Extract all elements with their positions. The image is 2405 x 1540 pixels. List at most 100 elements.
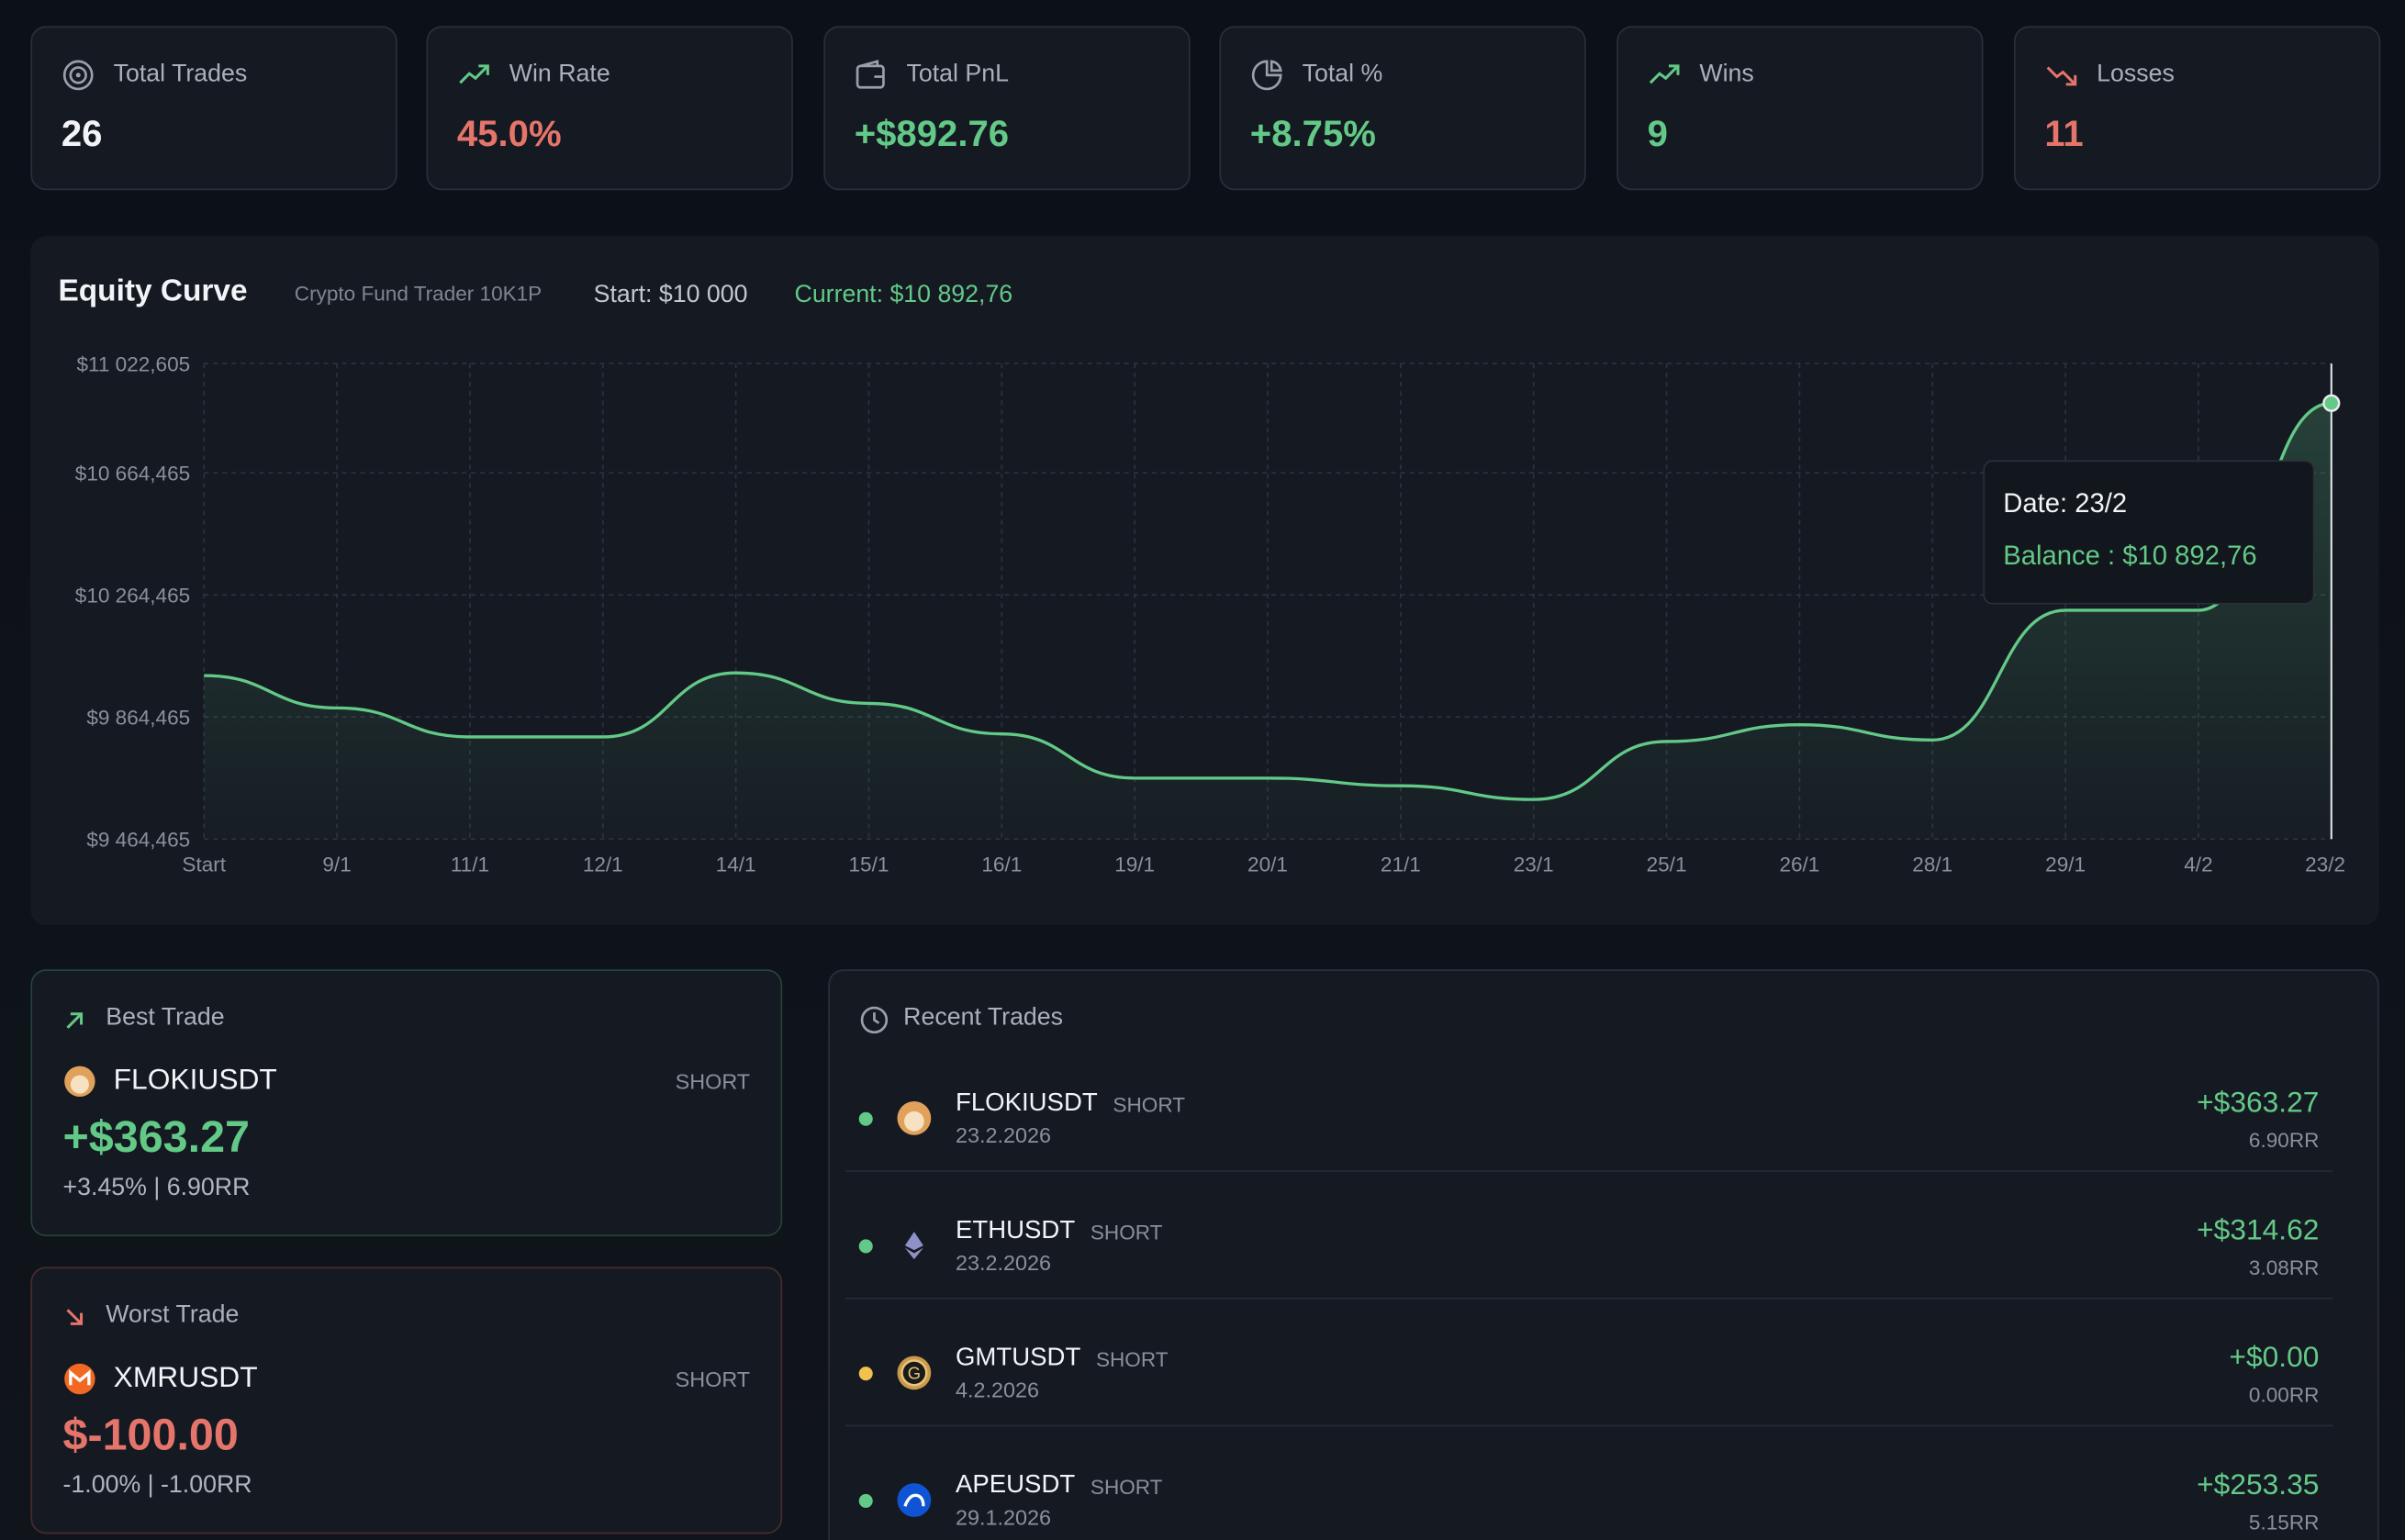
x-tick-label: 15/1: [849, 853, 889, 876]
stat-label: Total %: [1302, 61, 1383, 88]
status-dot: [858, 1493, 873, 1508]
x-tick-label: 20/1: [1247, 853, 1288, 876]
tooltip-date: Date: 23/2: [2003, 487, 2128, 519]
rr: 0.00RR: [2248, 1383, 2320, 1407]
equity-area: [204, 403, 2332, 840]
chart-title: Equity Curve: [58, 274, 247, 308]
rr: 5.15RR: [2248, 1511, 2320, 1534]
heading: Worst Trade: [106, 1301, 240, 1329]
stat-icon: [1251, 60, 1282, 91]
down-icon: [66, 1309, 84, 1325]
date: 23.2.2026: [955, 1122, 1052, 1148]
row-separator: [845, 1424, 2333, 1427]
date: 29.1.2026: [955, 1504, 1052, 1530]
stat-card: Total Trades 26: [30, 26, 397, 191]
start-label: Start: $10 000: [594, 280, 748, 307]
y-tick-label: $9 864,465: [86, 707, 190, 730]
x-tick-label: 16/1: [981, 853, 1022, 876]
symbol: FLOKIUSDT: [113, 1064, 277, 1097]
row-separator: [845, 1170, 2333, 1172]
x-tick-label: 29/1: [2045, 853, 2086, 876]
equity-line: [204, 401, 2332, 801]
active-point: [2322, 394, 2341, 412]
stat-label: Losses: [2097, 61, 2175, 88]
y-tick-label: $9 464,465: [86, 829, 190, 852]
y-tick-label: $11 022,605: [76, 352, 190, 375]
detail: -1.00% | -1.00RR: [62, 1472, 252, 1499]
symbol: ETHUSDT: [955, 1216, 1076, 1244]
stat-value: 26: [61, 113, 103, 155]
pnl: +$0.00: [2229, 1342, 2320, 1375]
side: SHORT: [1095, 1348, 1169, 1372]
stat-icon: [856, 60, 885, 89]
pnl: +$363.27: [2197, 1087, 2320, 1121]
status-dot: [858, 1367, 873, 1381]
status-dot: [858, 1111, 873, 1126]
x-tick-label: 11/1: [451, 853, 489, 876]
stat-label: Total PnL: [906, 61, 1009, 88]
equity-chart: Equity Curve Crypto Fund Trader 10K1P St…: [58, 274, 2345, 876]
x-tick-label: 25/1: [1647, 853, 1687, 876]
current-label: Current: $10 892,76: [795, 280, 1013, 307]
x-tick-label: 23/1: [1514, 853, 1554, 876]
stat-value: 11: [2044, 113, 2084, 155]
rr: 3.08RR: [2248, 1255, 2320, 1279]
y-tick-label: $10 664,465: [75, 463, 190, 485]
clock-icon: [860, 1006, 889, 1034]
x-tick-label: 14/1: [716, 853, 756, 876]
side: SHORT: [675, 1367, 751, 1391]
stat-card: Losses 11: [2013, 26, 2381, 191]
coin-icon: G: [897, 1356, 932, 1390]
symbol: XMRUSDT: [113, 1362, 258, 1395]
tooltip: Date: 23/2 Balance : $10 892,76: [1983, 460, 2315, 605]
chart-subtitle: Crypto Fund Trader 10K1P: [295, 283, 542, 306]
detail: +3.45% | 6.90RR: [62, 1175, 251, 1201]
x-tick-label: 26/1: [1779, 853, 1819, 876]
x-tick-label: 23/2: [2305, 853, 2345, 876]
stat-label: Total Trades: [113, 61, 248, 88]
side: SHORT: [1113, 1093, 1185, 1117]
stat-value: +$892.76: [854, 113, 1010, 155]
row-separator: [845, 1297, 2333, 1300]
stat-value: +8.75%: [1249, 113, 1376, 155]
x-tick-label: 21/1: [1381, 853, 1421, 876]
date: 23.2.2026: [955, 1250, 1052, 1275]
stat-icon: [459, 64, 489, 84]
stat-card: Total % +8.75%: [1219, 26, 1586, 191]
rr: 6.90RR: [2248, 1129, 2320, 1153]
symbol: APEUSDT: [955, 1470, 1076, 1499]
stat-icon: [1649, 64, 1680, 84]
x-tick-label: Start: [182, 853, 226, 876]
up-icon: [66, 1012, 84, 1029]
coin-icon: [897, 1483, 932, 1517]
stat-icon: [2046, 66, 2077, 86]
coin-icon: [64, 1066, 95, 1097]
pnl: +$363.27: [62, 1113, 250, 1163]
side: SHORT: [675, 1068, 751, 1094]
pnl: +$253.35: [2197, 1469, 2320, 1502]
heading: Best Trade: [106, 1004, 225, 1032]
y-tick-label: $10 264,465: [75, 585, 190, 608]
x-tick-label: 12/1: [583, 853, 623, 876]
pnl: +$314.62: [2197, 1214, 2320, 1247]
stat-label: Wins: [1699, 61, 1754, 88]
stat-value: 45.0%: [456, 113, 562, 155]
x-tick-label: 4/2: [2184, 853, 2212, 876]
stat-card: Total PnL +$892.76: [823, 26, 1191, 191]
stat-label: Win Rate: [509, 61, 610, 88]
status-dot: [858, 1239, 873, 1254]
stat-value: 9: [1647, 113, 1668, 155]
stat-icon: [62, 60, 94, 91]
symbol: GMTUSDT: [955, 1344, 1081, 1372]
x-tick-label: 9/1: [322, 853, 351, 876]
svg-text:G: G: [908, 1364, 921, 1383]
coin-icon: [897, 1101, 932, 1135]
stat-card: Win Rate 45.0%: [426, 26, 793, 191]
x-tick-label: 28/1: [1912, 853, 1952, 876]
heading: Recent Trades: [903, 1004, 1064, 1032]
worst-trade-card: Worst Trade XMRUSDT SHORT $-100.00 -1.00…: [30, 1267, 783, 1534]
symbol: FLOKIUSDT: [955, 1088, 1098, 1117]
stat-card: Wins 9: [1616, 26, 1984, 191]
recent-trades-panel: Recent Trades FLOKIUSDT SHORT 23.2.2026 +$3…: [828, 969, 2379, 1540]
